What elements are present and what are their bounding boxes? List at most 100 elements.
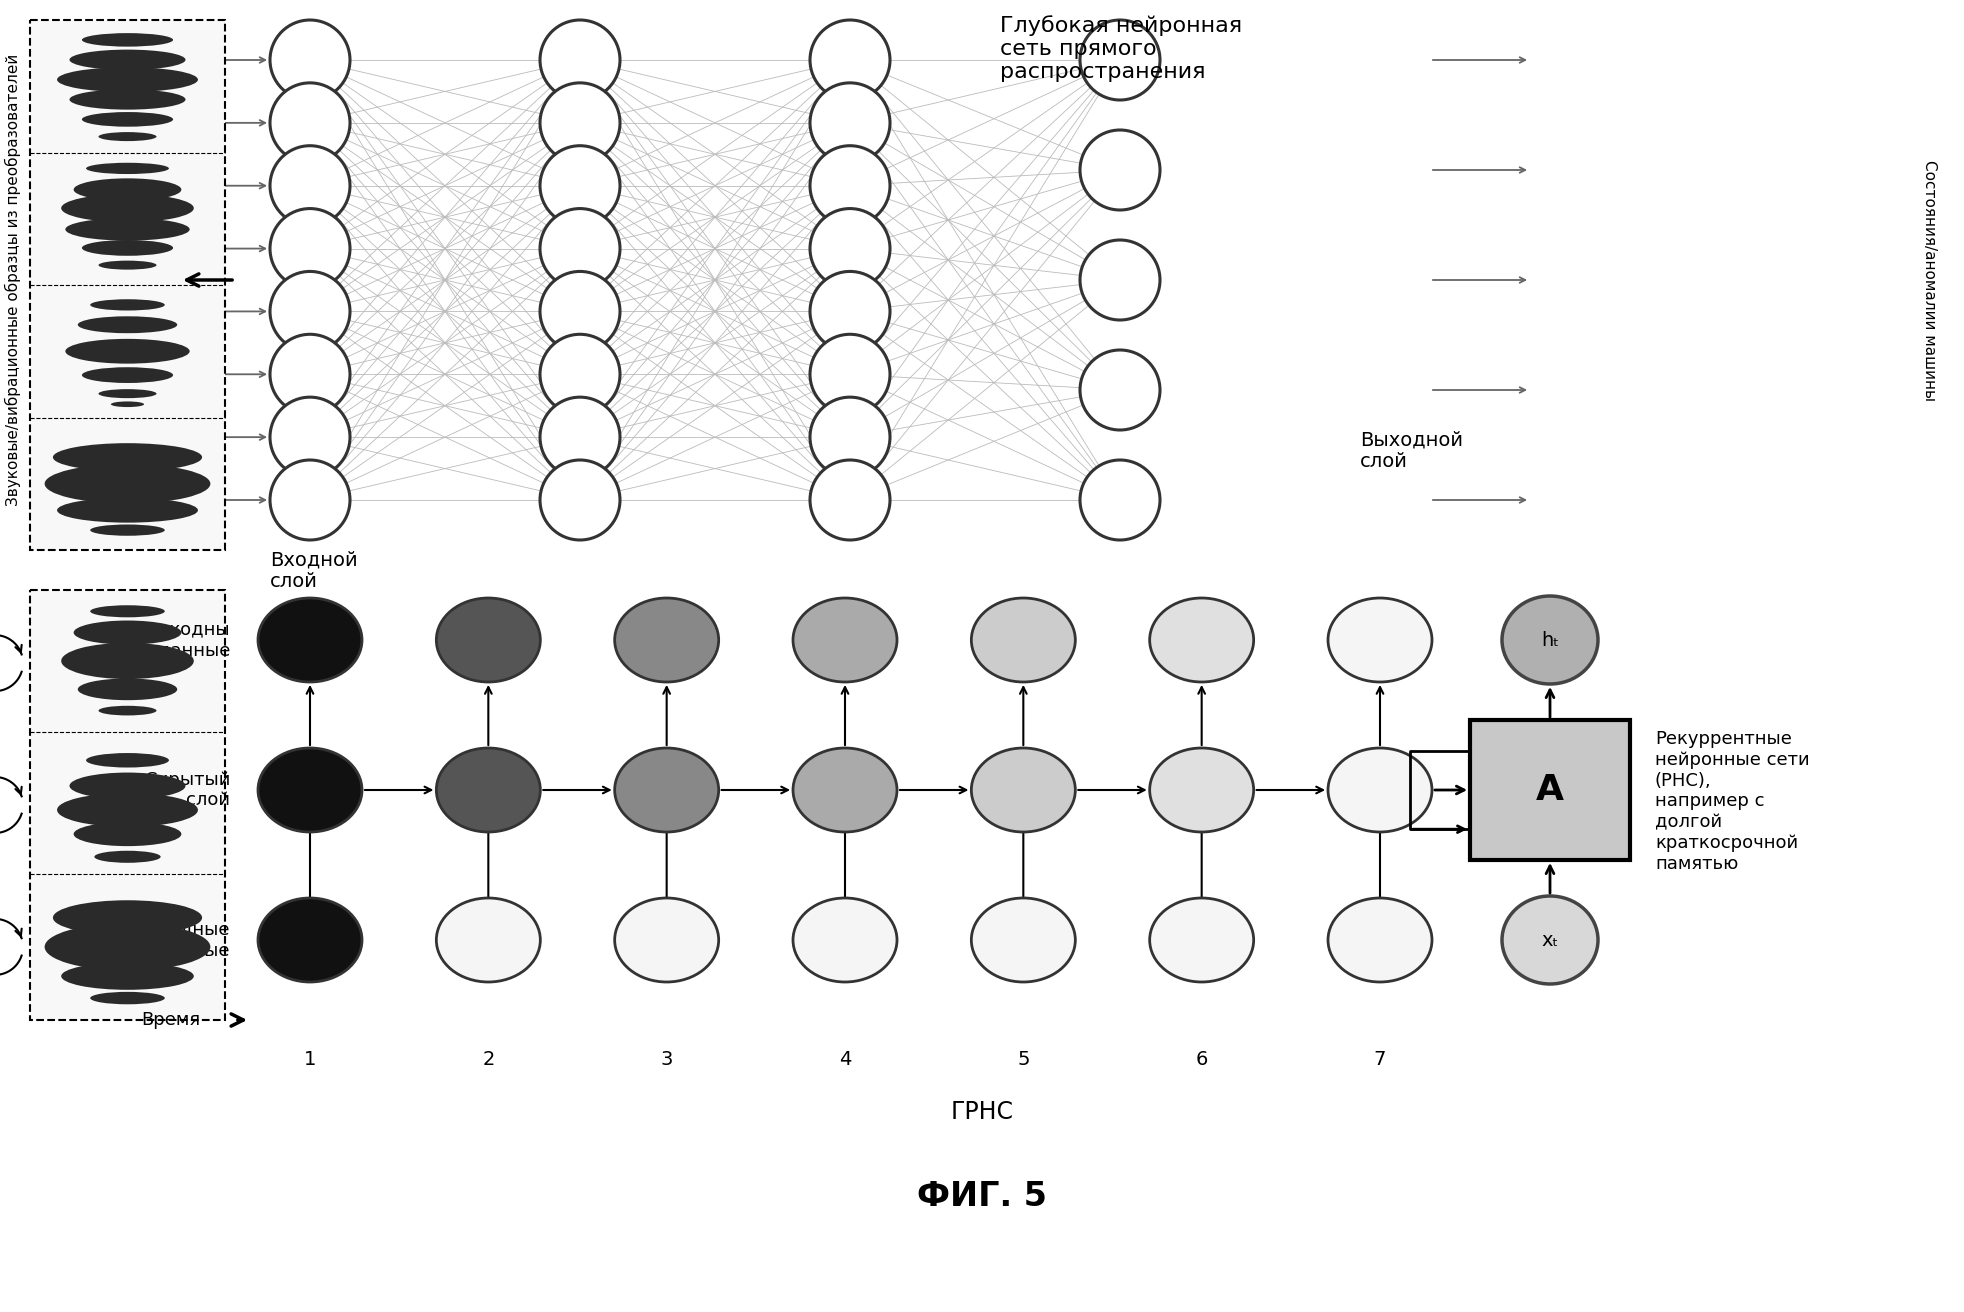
Ellipse shape <box>540 335 621 415</box>
Ellipse shape <box>1080 461 1159 541</box>
Ellipse shape <box>793 748 896 832</box>
Ellipse shape <box>82 112 173 127</box>
Text: Рекуррентные
нейронные сети
(РНС),
например с
долгой
краткосрочной
памятью: Рекуррентные нейронные сети (РНС), напри… <box>1654 729 1809 872</box>
Text: ГРНС: ГРНС <box>951 1099 1013 1124</box>
Text: hₜ: hₜ <box>1540 631 1557 649</box>
Ellipse shape <box>65 218 191 240</box>
Ellipse shape <box>73 823 181 846</box>
Ellipse shape <box>540 461 621 541</box>
Ellipse shape <box>540 83 621 163</box>
Ellipse shape <box>69 50 185 70</box>
Ellipse shape <box>540 20 621 100</box>
Ellipse shape <box>69 773 185 799</box>
Ellipse shape <box>61 963 194 989</box>
Text: 1: 1 <box>304 1050 316 1069</box>
Text: Выходной
слой: Выходной слой <box>1359 430 1463 471</box>
Ellipse shape <box>269 461 350 541</box>
Ellipse shape <box>45 924 210 971</box>
Ellipse shape <box>98 133 157 142</box>
Ellipse shape <box>61 643 194 680</box>
Ellipse shape <box>57 67 198 92</box>
Ellipse shape <box>86 753 169 768</box>
Text: Входной
слой: Входной слой <box>269 550 357 590</box>
Ellipse shape <box>540 398 621 478</box>
Ellipse shape <box>90 992 165 1004</box>
Ellipse shape <box>540 146 621 226</box>
Ellipse shape <box>269 83 350 163</box>
Ellipse shape <box>1149 897 1253 981</box>
Ellipse shape <box>809 83 890 163</box>
Ellipse shape <box>1080 130 1159 210</box>
Ellipse shape <box>73 178 181 201</box>
Text: xₜ: xₜ <box>1540 930 1557 950</box>
Ellipse shape <box>436 598 540 682</box>
Ellipse shape <box>970 748 1074 832</box>
Ellipse shape <box>1149 598 1253 682</box>
Ellipse shape <box>69 89 185 110</box>
Text: 6: 6 <box>1194 1050 1208 1069</box>
Bar <box>29 20 226 550</box>
Text: Глубокая нейронная
сеть прямого
распространения: Глубокая нейронная сеть прямого распрост… <box>1000 14 1241 83</box>
Ellipse shape <box>90 299 165 311</box>
Ellipse shape <box>540 272 621 352</box>
Ellipse shape <box>269 146 350 226</box>
Ellipse shape <box>793 598 896 682</box>
Ellipse shape <box>269 209 350 289</box>
Text: A: A <box>1536 773 1563 807</box>
Ellipse shape <box>90 525 165 535</box>
Ellipse shape <box>809 461 890 541</box>
Text: 7: 7 <box>1373 1050 1385 1069</box>
Ellipse shape <box>1080 350 1159 430</box>
Ellipse shape <box>436 748 540 832</box>
Ellipse shape <box>82 240 173 256</box>
Ellipse shape <box>98 706 157 715</box>
Text: Время: Время <box>141 1012 200 1029</box>
Ellipse shape <box>269 20 350 100</box>
Ellipse shape <box>809 272 890 352</box>
Ellipse shape <box>970 897 1074 981</box>
Ellipse shape <box>45 464 210 504</box>
Text: 2: 2 <box>481 1050 495 1069</box>
Ellipse shape <box>257 897 361 981</box>
Ellipse shape <box>615 897 719 981</box>
Ellipse shape <box>98 390 157 398</box>
Ellipse shape <box>57 497 198 522</box>
Ellipse shape <box>98 261 157 270</box>
Ellipse shape <box>269 272 350 352</box>
Ellipse shape <box>79 678 177 701</box>
Ellipse shape <box>540 209 621 289</box>
Ellipse shape <box>65 338 191 363</box>
Ellipse shape <box>269 398 350 478</box>
Ellipse shape <box>90 605 165 618</box>
Ellipse shape <box>436 897 540 981</box>
Ellipse shape <box>809 209 890 289</box>
Ellipse shape <box>73 621 181 644</box>
Text: Входные
данные: Входные данные <box>147 921 230 959</box>
Ellipse shape <box>86 163 169 174</box>
Ellipse shape <box>53 443 202 471</box>
Ellipse shape <box>615 598 719 682</box>
Text: Звуковые/вибрационные образцы из преобразователей: Звуковые/вибрационные образцы из преобра… <box>6 54 22 506</box>
Text: Скрытый
слой: Скрытый слой <box>145 770 230 810</box>
Text: ФИГ. 5: ФИГ. 5 <box>917 1179 1047 1214</box>
Ellipse shape <box>1328 748 1432 832</box>
Ellipse shape <box>809 20 890 100</box>
Ellipse shape <box>793 897 896 981</box>
Ellipse shape <box>809 146 890 226</box>
Ellipse shape <box>79 316 177 333</box>
Text: 4: 4 <box>839 1050 850 1069</box>
Ellipse shape <box>257 748 361 832</box>
Ellipse shape <box>1500 896 1597 984</box>
Ellipse shape <box>809 398 890 478</box>
Ellipse shape <box>809 335 890 415</box>
Ellipse shape <box>61 194 194 222</box>
Ellipse shape <box>615 748 719 832</box>
Ellipse shape <box>94 850 161 863</box>
Ellipse shape <box>1328 598 1432 682</box>
Ellipse shape <box>82 33 173 47</box>
Bar <box>29 590 226 1019</box>
Ellipse shape <box>110 401 143 407</box>
Ellipse shape <box>57 792 198 827</box>
Bar <box>1469 720 1630 859</box>
Ellipse shape <box>970 598 1074 682</box>
